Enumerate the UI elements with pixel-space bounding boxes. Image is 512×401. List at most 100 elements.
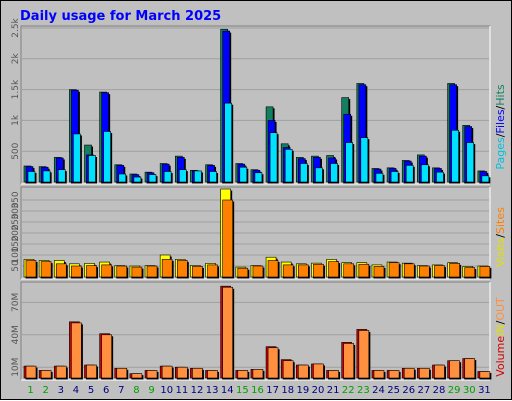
day-label: 9 bbox=[148, 385, 154, 396]
y-tick-label: 1.5k bbox=[11, 79, 21, 99]
y-tick-label: 350 bbox=[11, 191, 21, 208]
bar-kbytes-out bbox=[25, 365, 37, 379]
day-label: 17 bbox=[266, 385, 279, 396]
bar-sites bbox=[313, 263, 324, 278]
day-label: 4 bbox=[73, 385, 79, 396]
bar-pages bbox=[390, 171, 399, 183]
bar-pages bbox=[315, 167, 323, 183]
legend-volume-in-out-part: / bbox=[494, 320, 507, 324]
bar-sites bbox=[55, 263, 67, 278]
bar-sites bbox=[419, 265, 430, 278]
bar-sites bbox=[101, 264, 112, 278]
bar-kbytes-out bbox=[358, 330, 370, 379]
bar-pages bbox=[481, 175, 490, 183]
bar-kbytes-out bbox=[267, 347, 279, 379]
bar-kbytes-out bbox=[373, 370, 385, 379]
legend-volume-in-out-part: Volume bbox=[494, 336, 507, 377]
legend-visits-sites: Visits/Sites bbox=[494, 207, 507, 267]
day-label: 7 bbox=[118, 385, 124, 396]
y-tick-label: 50 bbox=[11, 260, 21, 272]
bar-kbytes-out bbox=[298, 364, 309, 379]
bar-sites bbox=[252, 265, 264, 278]
bar-kbytes-out bbox=[464, 358, 476, 379]
day-label: 16 bbox=[251, 385, 264, 396]
panel-volume: 10M 40M 70M bbox=[11, 281, 492, 381]
legend-pages-files-hits-part: Hits bbox=[494, 84, 507, 106]
bar-kbytes-out bbox=[313, 363, 324, 379]
day-label: 8 bbox=[133, 385, 139, 396]
bar-sites bbox=[237, 267, 249, 278]
day-label: 11 bbox=[175, 385, 188, 396]
bar-pages bbox=[42, 170, 51, 183]
bar-kbytes-out bbox=[388, 370, 400, 379]
bar-sites bbox=[40, 261, 52, 278]
bar-sites bbox=[282, 264, 294, 278]
bar-pages bbox=[27, 171, 36, 183]
day-label: 6 bbox=[103, 385, 109, 396]
bar-kbytes-out bbox=[71, 322, 82, 379]
day-label: 10 bbox=[160, 385, 173, 396]
day-label: 30 bbox=[463, 385, 476, 396]
bar-pages bbox=[405, 165, 414, 183]
day-label: 21 bbox=[327, 385, 340, 396]
legend-pages-files-hits: Pages/Files/Hits bbox=[494, 84, 507, 170]
bar-pages bbox=[451, 129, 459, 183]
bar-kbytes-out bbox=[343, 343, 355, 379]
bar-pages bbox=[254, 172, 263, 183]
bar-kbytes-out bbox=[237, 370, 249, 379]
bar-sites bbox=[479, 266, 491, 278]
bar-kbytes-out bbox=[449, 360, 460, 379]
bar-sites bbox=[176, 260, 188, 278]
bar-pages bbox=[239, 166, 248, 183]
legend-volume-in-out-part: IN bbox=[494, 324, 507, 335]
bar-kbytes-out bbox=[55, 365, 67, 379]
bar-pages bbox=[360, 137, 369, 183]
bar-pages bbox=[73, 133, 81, 183]
bar-pages bbox=[178, 169, 187, 183]
y-tick-label: 2k bbox=[11, 53, 21, 65]
bar-pages bbox=[148, 174, 157, 183]
panel-background bbox=[20, 281, 491, 381]
bar-pages bbox=[209, 171, 217, 183]
bar-kbytes-out bbox=[146, 370, 158, 379]
bar-pages bbox=[269, 132, 278, 183]
day-label: 28 bbox=[433, 385, 446, 396]
day-label: 15 bbox=[236, 385, 249, 396]
legend-visits-sites-part: / bbox=[494, 234, 507, 238]
day-label: 23 bbox=[357, 385, 370, 396]
day-label: 25 bbox=[387, 385, 400, 396]
bar-sites bbox=[161, 259, 173, 278]
bar-kbytes-out bbox=[192, 367, 203, 379]
y-tick-label: 100 bbox=[11, 246, 21, 263]
legend-pages-files-hits-part: Files bbox=[494, 109, 507, 133]
bar-pages bbox=[330, 163, 338, 183]
bar-sites bbox=[192, 266, 203, 278]
day-label: 29 bbox=[448, 385, 461, 396]
panel-background bbox=[20, 25, 491, 185]
y-tick-label: 70M bbox=[11, 293, 21, 312]
y-tick-label: 2.5k bbox=[11, 17, 21, 37]
legend-pages-files-hits-part: / bbox=[494, 133, 507, 137]
bar-kbytes-out bbox=[131, 373, 143, 379]
day-label: 22 bbox=[342, 385, 355, 396]
bar-sites bbox=[207, 264, 218, 278]
bar-sites bbox=[464, 267, 476, 278]
bar-kbytes-out bbox=[116, 367, 128, 379]
bar-pages bbox=[118, 173, 127, 183]
bar-sites bbox=[434, 265, 445, 278]
bar-sites bbox=[116, 265, 128, 278]
bar-sites bbox=[343, 263, 355, 278]
bar-kbytes-out bbox=[86, 364, 97, 379]
day-label: 18 bbox=[281, 385, 294, 396]
y-tick-label: 40M bbox=[11, 325, 21, 344]
day-label: 26 bbox=[402, 385, 415, 396]
day-label: 31 bbox=[478, 385, 491, 396]
bar-sites bbox=[298, 264, 309, 278]
bar-kbytes-out bbox=[161, 365, 173, 379]
bar-pages bbox=[163, 171, 172, 183]
bar-sites bbox=[25, 260, 37, 278]
bar-kbytes-out bbox=[101, 334, 112, 379]
bar-pages bbox=[466, 142, 475, 183]
